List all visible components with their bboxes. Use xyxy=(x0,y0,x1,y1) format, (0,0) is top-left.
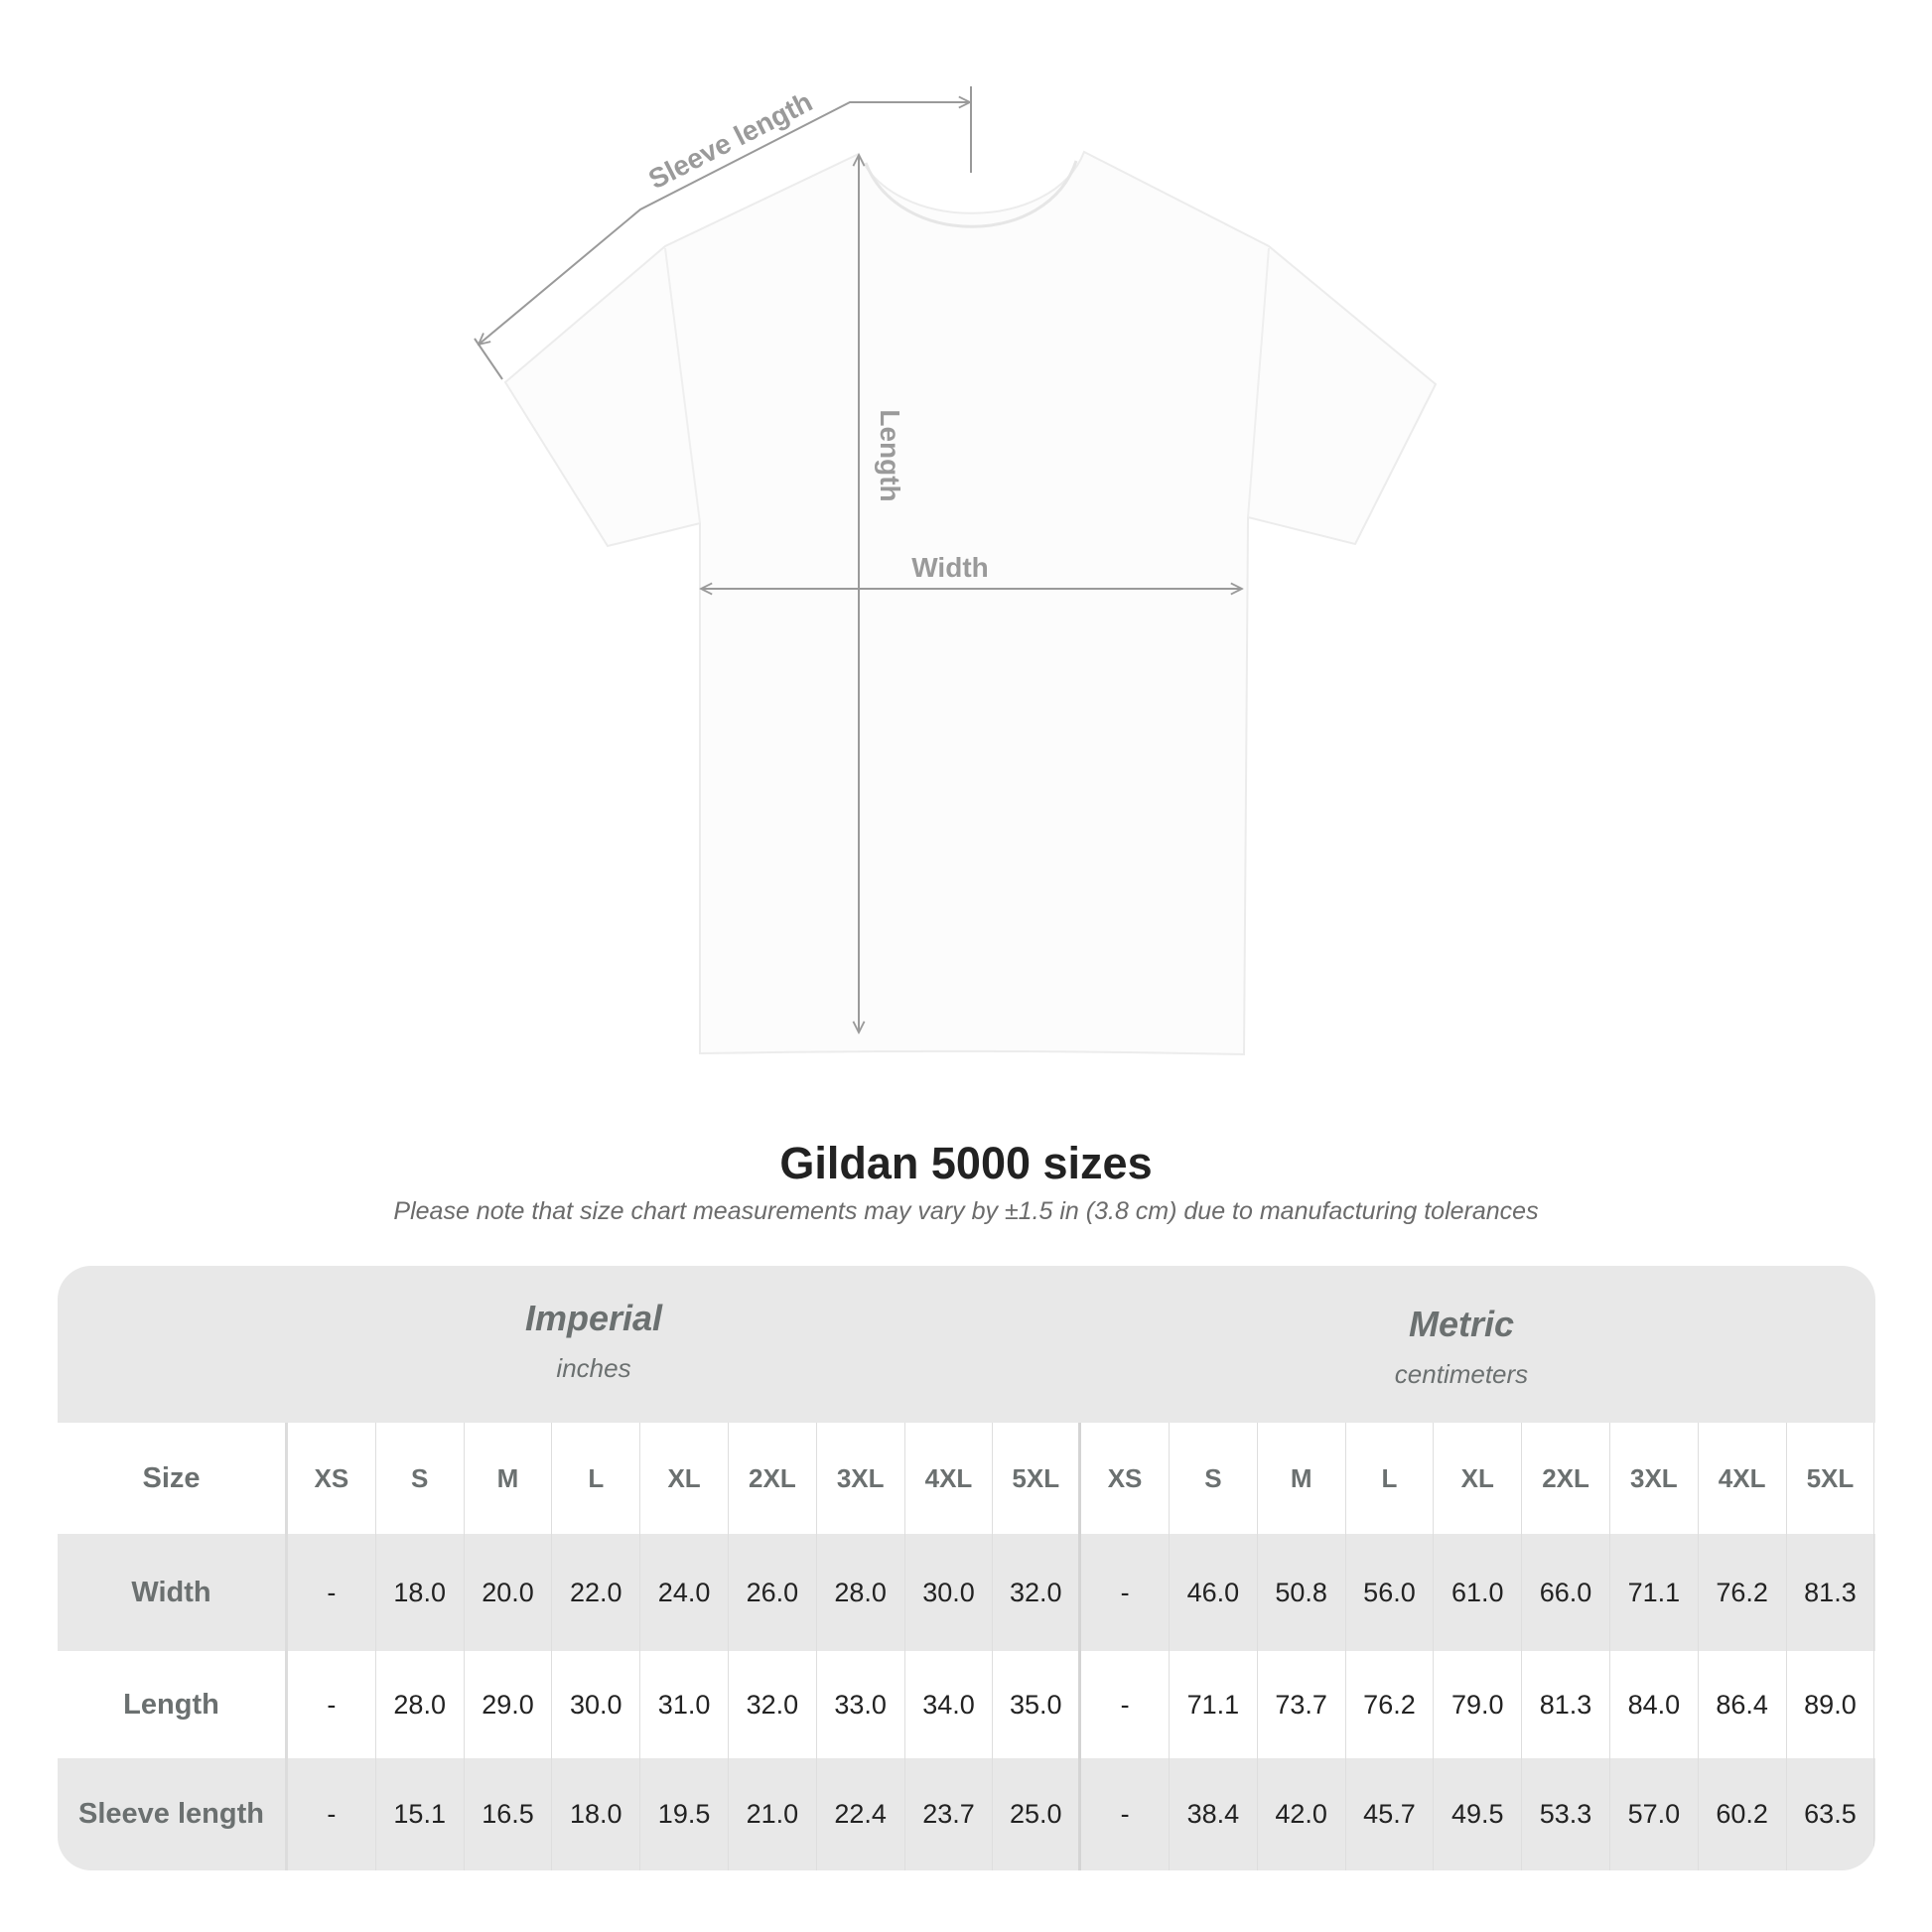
value-cell: 38.4 xyxy=(1170,1758,1258,1870)
size-header-cell: L xyxy=(552,1423,641,1534)
value-cell: 76.2 xyxy=(1699,1534,1787,1651)
value-cell: 30.0 xyxy=(905,1534,994,1651)
value-cell: 18.0 xyxy=(376,1534,465,1651)
value-cell: 22.0 xyxy=(552,1534,641,1651)
value-cell: - xyxy=(1081,1534,1170,1651)
value-cell: 21.0 xyxy=(729,1758,817,1870)
value-cell: 53.3 xyxy=(1522,1758,1610,1870)
value-cell: - xyxy=(1081,1758,1170,1870)
value-cell: 60.2 xyxy=(1699,1758,1787,1870)
sleeve-length-label: Sleeve length xyxy=(643,86,817,196)
width-label: Width xyxy=(911,552,989,583)
value-cell: 30.0 xyxy=(552,1651,641,1758)
size-header-cell: 3XL xyxy=(817,1423,905,1534)
value-cell: 49.5 xyxy=(1434,1758,1523,1870)
value-cell: 35.0 xyxy=(993,1651,1082,1758)
value-cell: 56.0 xyxy=(1346,1534,1435,1651)
chart-title: Gildan 5000 sizes xyxy=(779,1138,1153,1188)
value-cell: 63.5 xyxy=(1787,1758,1875,1870)
value-cell: 81.3 xyxy=(1787,1534,1875,1651)
size-header-cell: XL xyxy=(640,1423,729,1534)
value-cell: 24.0 xyxy=(640,1534,729,1651)
value-cell: 26.0 xyxy=(729,1534,817,1651)
value-cell: 32.0 xyxy=(993,1534,1082,1651)
value-cell: 28.0 xyxy=(376,1651,465,1758)
table-row: Length -28.0 29.0 30.0 31.0 32.0 33.0 34.0 35.0-… xyxy=(58,1651,1875,1758)
sleeve-length-arrow xyxy=(479,102,970,345)
value-cell: - xyxy=(1081,1651,1170,1758)
value-cell: 57.0 xyxy=(1610,1758,1699,1870)
value-cell: 23.7 xyxy=(905,1758,994,1870)
value-cell: 50.8 xyxy=(1258,1534,1346,1651)
size-header-cell: 2XL xyxy=(729,1423,817,1534)
size-header-cell: S xyxy=(1170,1423,1258,1534)
metric-header: Metric centimeters xyxy=(1394,1304,1529,1389)
value-cell: 45.7 xyxy=(1346,1758,1435,1870)
size-header-cell: XS xyxy=(1081,1423,1170,1534)
row-label: Sleeve length xyxy=(58,1758,288,1870)
value-cell: 71.1 xyxy=(1610,1534,1699,1651)
tshirt-shape xyxy=(503,150,1438,1056)
value-cell: - xyxy=(288,1758,376,1870)
size-header-cell: M xyxy=(1258,1423,1346,1534)
value-cell: 19.5 xyxy=(640,1758,729,1870)
size-header-cell: 4XL xyxy=(905,1423,994,1534)
size-table: Imperial inches Metric centimeters Size … xyxy=(58,1266,1875,1870)
value-cell: - xyxy=(288,1534,376,1651)
value-cell: 66.0 xyxy=(1522,1534,1610,1651)
value-cell: 20.0 xyxy=(465,1534,553,1651)
value-cell: - xyxy=(288,1651,376,1758)
value-cell: 76.2 xyxy=(1346,1651,1435,1758)
value-cell: 42.0 xyxy=(1258,1758,1346,1870)
value-cell: 61.0 xyxy=(1434,1534,1523,1651)
size-row: Size XS S M L XL 2XL 3XL 4XL 5XL XS S M L XL 2XL 3XL 4XL… xyxy=(58,1423,1875,1534)
size-header-cell: 5XL xyxy=(993,1423,1082,1534)
value-cell: 89.0 xyxy=(1787,1651,1875,1758)
size-header-cell: 3XL xyxy=(1610,1423,1699,1534)
size-header-cell: XS xyxy=(288,1423,376,1534)
value-cell: 86.4 xyxy=(1699,1651,1787,1758)
size-header-cell: 2XL xyxy=(1522,1423,1610,1534)
value-cell: 25.0 xyxy=(993,1758,1082,1870)
value-cell: 46.0 xyxy=(1170,1534,1258,1651)
value-cell: 71.1 xyxy=(1170,1651,1258,1758)
tolerance-note: Please note that size chart measurements… xyxy=(393,1197,1539,1225)
size-header-cell: 4XL xyxy=(1699,1423,1787,1534)
value-cell: 16.5 xyxy=(465,1758,553,1870)
size-header-cell: XL xyxy=(1434,1423,1523,1534)
value-cell: 32.0 xyxy=(729,1651,817,1758)
length-label: Length xyxy=(875,409,905,501)
size-label: Size xyxy=(58,1423,288,1534)
table-row: Width -18.0 20.0 22.0 24.0 26.0 28.0 30.0 32.0-4… xyxy=(58,1534,1875,1651)
value-cell: 84.0 xyxy=(1610,1651,1699,1758)
tshirt-diagram: Length Width Sleeve length xyxy=(474,86,1438,1056)
value-cell: 33.0 xyxy=(817,1651,905,1758)
value-cell: 73.7 xyxy=(1258,1651,1346,1758)
value-cell: 79.0 xyxy=(1434,1651,1523,1758)
value-cell: 29.0 xyxy=(465,1651,553,1758)
imperial-header: Imperial inches xyxy=(524,1298,663,1383)
value-cell: 81.3 xyxy=(1522,1651,1610,1758)
value-cell: 34.0 xyxy=(905,1651,994,1758)
row-label: Width xyxy=(58,1534,288,1651)
value-cell: 28.0 xyxy=(817,1534,905,1651)
size-header-cell: 5XL xyxy=(1787,1423,1875,1534)
table-row: Sleeve length -15.1 16.5 18.0 19.5 21.0 22.4 23… xyxy=(58,1758,1875,1870)
value-cell: 15.1 xyxy=(376,1758,465,1870)
row-label: Length xyxy=(58,1651,288,1758)
value-cell: 22.4 xyxy=(817,1758,905,1870)
size-header-cell: L xyxy=(1346,1423,1435,1534)
value-cell: 18.0 xyxy=(552,1758,641,1870)
value-cell: 31.0 xyxy=(640,1651,729,1758)
size-header-cell: M xyxy=(465,1423,553,1534)
size-header-cell: S xyxy=(376,1423,465,1534)
